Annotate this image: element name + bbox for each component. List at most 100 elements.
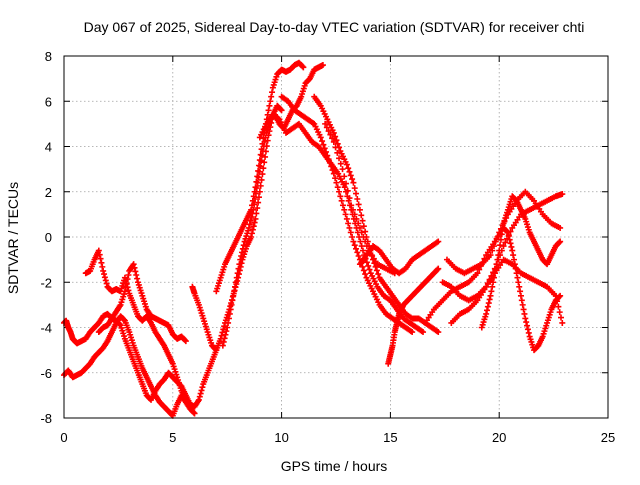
data-point-interp xyxy=(355,253,362,260)
data-point-interp xyxy=(134,275,141,282)
data-point-interp xyxy=(524,326,531,333)
data-point xyxy=(517,292,524,299)
data-point-interp xyxy=(347,229,354,236)
data-point-interp xyxy=(124,276,131,283)
data-point-interp xyxy=(258,176,265,183)
data-point-interp xyxy=(494,256,501,263)
data-point-interp xyxy=(264,137,271,144)
data-point-interp xyxy=(98,259,105,266)
series-arc-3 xyxy=(82,247,189,403)
data-point-interp xyxy=(197,390,204,397)
data-point-interp xyxy=(492,238,499,245)
data-point-interp xyxy=(332,144,339,151)
data-point xyxy=(224,324,231,331)
data-point xyxy=(228,301,235,308)
data-points xyxy=(61,59,566,419)
data-point-interp xyxy=(133,272,140,279)
data-point-interp xyxy=(351,185,358,192)
data-point-interp xyxy=(220,326,227,333)
data-point-interp xyxy=(321,145,328,152)
data-point-interp xyxy=(351,242,358,249)
data-point-interp xyxy=(363,243,370,250)
data-point-interp xyxy=(521,310,528,317)
data-point-interp xyxy=(366,266,373,273)
data-point xyxy=(552,292,559,299)
data-point-interp xyxy=(556,239,563,246)
data-point-interp xyxy=(516,283,523,290)
data-point xyxy=(483,310,490,317)
data-point-interp xyxy=(360,267,367,274)
data-point-interp xyxy=(96,251,103,258)
data-point-interp xyxy=(196,393,203,400)
data-point-interp xyxy=(358,243,365,250)
data-point-interp xyxy=(99,263,106,270)
data-point xyxy=(337,193,344,200)
data-point-interp xyxy=(497,242,504,249)
data-point-interp xyxy=(267,98,274,105)
data-point xyxy=(130,261,137,268)
plot-frame xyxy=(63,55,609,419)
data-point-interp xyxy=(264,111,271,118)
data-point-interp xyxy=(346,168,353,175)
data-point xyxy=(348,202,355,209)
data-point-interp xyxy=(101,271,108,278)
series-arc-1 xyxy=(61,310,220,410)
data-point xyxy=(245,224,252,231)
data-point-interp xyxy=(485,300,492,307)
data-point-interp xyxy=(299,63,306,70)
y-tick-label: -8 xyxy=(40,411,52,426)
data-point-interp xyxy=(239,245,246,252)
data-point-interp xyxy=(519,301,526,308)
data-point-interp xyxy=(322,148,329,155)
data-point-interp xyxy=(358,229,365,236)
data-point-interp xyxy=(359,217,366,224)
data-point-interp xyxy=(555,303,562,310)
data-point xyxy=(330,129,337,136)
data-point-interp xyxy=(360,223,367,230)
data-point-interp xyxy=(362,238,369,245)
data-point-interp xyxy=(510,256,517,263)
data-point-interp xyxy=(101,274,108,281)
data-point-interp xyxy=(259,171,266,178)
data-point-interp xyxy=(327,131,334,138)
data-point xyxy=(500,243,507,250)
data-point-interp xyxy=(247,217,254,224)
data-point-interp xyxy=(362,271,369,278)
data-point-interp xyxy=(373,267,380,274)
data-point xyxy=(409,329,416,336)
data-point-interp xyxy=(261,138,268,145)
data-point-interp xyxy=(354,249,361,256)
data-point-interp xyxy=(507,228,514,235)
data-point xyxy=(356,224,363,231)
data-point-interp xyxy=(125,287,132,294)
data-point xyxy=(557,238,564,245)
data-point-interp xyxy=(362,228,369,235)
data-point xyxy=(121,288,128,295)
data-point-interp xyxy=(260,165,267,172)
data-point-interp xyxy=(190,409,197,416)
data-point-interp xyxy=(332,175,339,182)
data-point xyxy=(509,247,516,254)
data-point-interp xyxy=(257,163,264,170)
data-point-interp xyxy=(336,188,343,195)
x-tick-label: 25 xyxy=(601,430,615,445)
data-point xyxy=(350,179,357,186)
data-point-interp xyxy=(266,102,273,109)
data-point-interp xyxy=(251,201,258,208)
data-point-interp xyxy=(121,316,128,323)
data-point-interp xyxy=(343,180,350,187)
x-tick-label: 5 xyxy=(169,430,176,445)
data-point-interp xyxy=(97,255,104,262)
data-point-interp xyxy=(235,265,242,272)
data-point-interp xyxy=(320,141,327,148)
data-point-interp xyxy=(230,292,237,299)
data-point-interp xyxy=(251,219,258,226)
data-point-interp xyxy=(262,153,269,160)
data-point-interp xyxy=(334,149,341,156)
data-point xyxy=(250,206,257,213)
data-point-interp xyxy=(554,298,561,305)
data-point-interp xyxy=(349,176,356,183)
data-point xyxy=(248,234,255,240)
axis-ticks: 0 5 10 15 20 25 -8 -6 -4 -2 0 2 4 6 8 xyxy=(40,49,615,445)
